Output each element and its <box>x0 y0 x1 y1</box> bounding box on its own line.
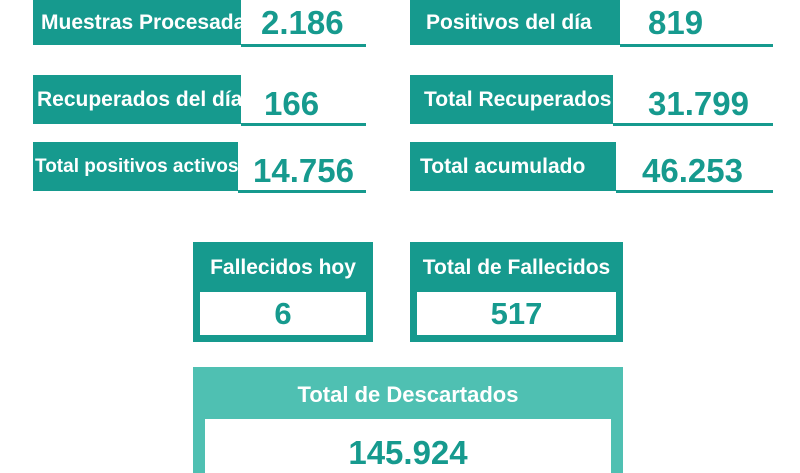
card-value: 517 <box>417 292 616 335</box>
stat-value: 819 <box>648 4 704 41</box>
card-total-descartados: Total de Descartados 145.924 <box>193 367 623 473</box>
stat-label: Total Recuperados <box>410 75 613 124</box>
stat-label: Recuperados del día <box>33 75 242 124</box>
stat-muestras-procesadas: Muestras Procesadas 2.186 <box>33 0 366 50</box>
card-title: Total de Descartados <box>297 382 519 407</box>
card-title: Fallecidos hoy <box>210 256 356 279</box>
stat-total-positivos-activos: Total positivos activos 14.756 <box>33 142 366 194</box>
stat-value: 2.186 <box>261 4 344 41</box>
card-fallecidos-hoy: Fallecidos hoy 6 <box>193 242 373 342</box>
stat-label: Positivos del día <box>410 0 620 45</box>
stat-underline <box>238 190 366 193</box>
stat-underline <box>613 123 773 126</box>
card-value: 145.924 <box>205 419 611 473</box>
stat-label: Total positivos activos <box>33 142 238 191</box>
stat-value: 31.799 <box>648 85 749 122</box>
stat-underline <box>241 44 366 47</box>
card-title: Total de Fallecidos <box>422 256 611 279</box>
stat-label: Muestras Procesadas <box>33 0 257 45</box>
stat-underline <box>241 123 366 126</box>
stat-recuperados-del-dia: Recuperados del día 166 <box>33 75 366 127</box>
card-total-fallecidos: Total de Fallecidos 517 <box>410 242 623 342</box>
card-value: 6 <box>200 292 366 335</box>
stat-positivos-del-dia: Positivos del día 819 <box>410 0 773 50</box>
stat-label: Total acumulado <box>410 142 616 191</box>
stat-underline <box>616 190 773 193</box>
stat-value: 14.756 <box>253 152 354 189</box>
stat-underline <box>620 44 773 47</box>
stat-total-recuperados: Total Recuperados 31.799 <box>410 75 773 127</box>
stat-value: 46.253 <box>642 152 743 189</box>
stat-value: 166 <box>264 85 320 122</box>
stat-total-acumulado: Total acumulado 46.253 <box>410 142 773 194</box>
